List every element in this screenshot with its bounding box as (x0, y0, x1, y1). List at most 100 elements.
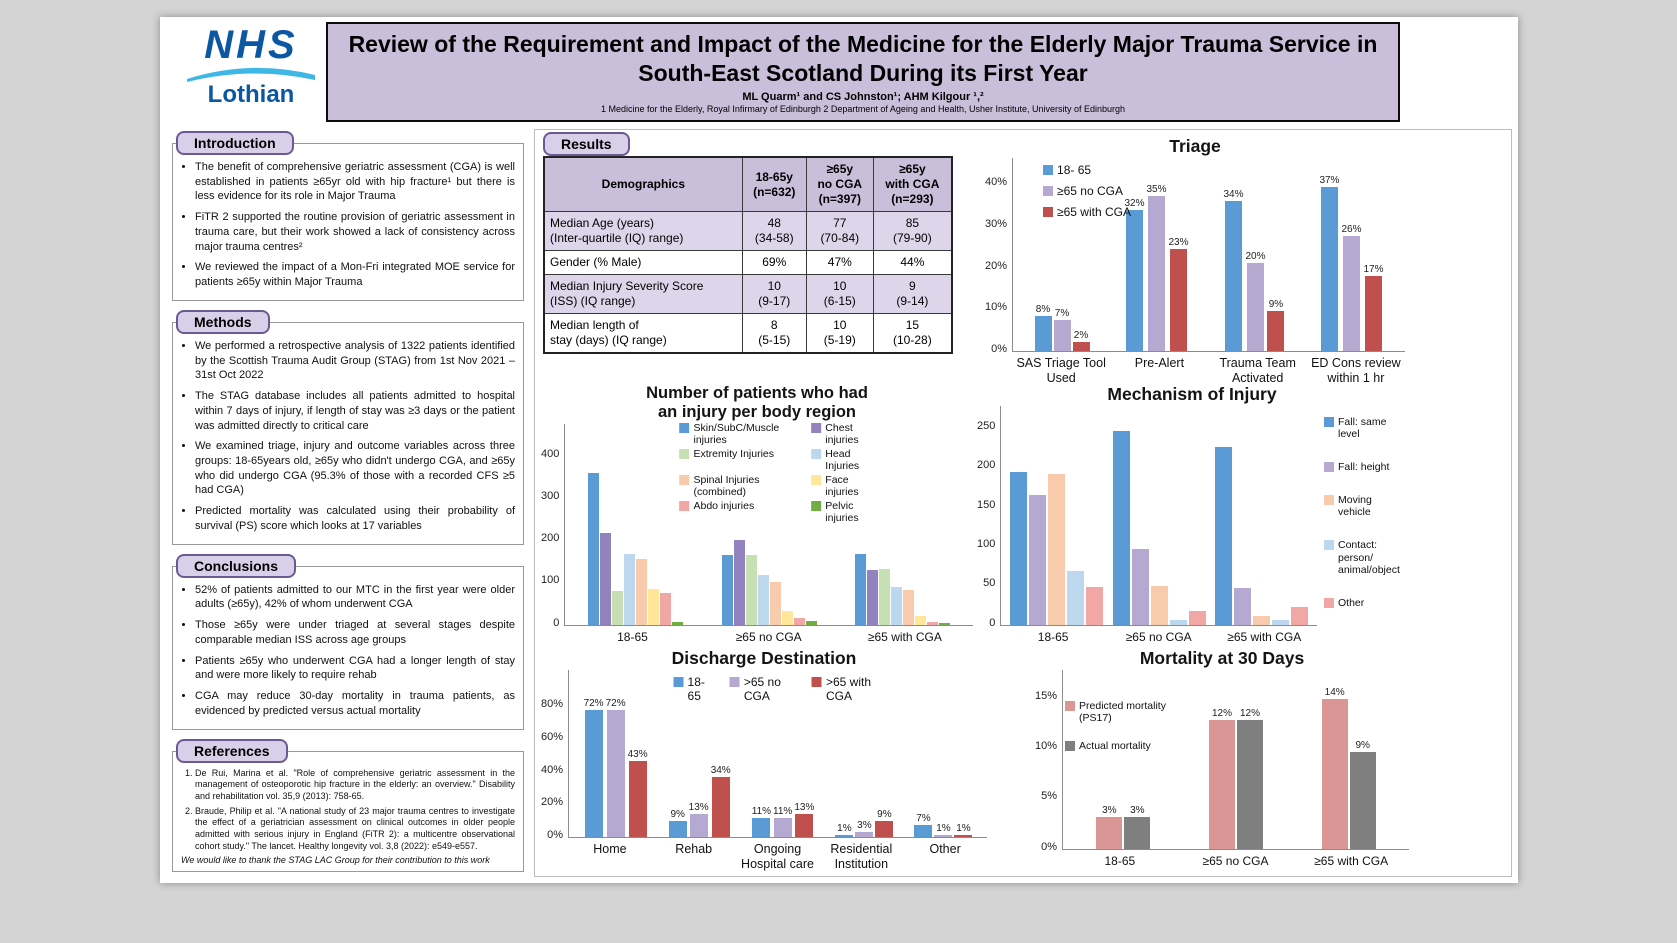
triage-chart: Triage 40% 30% 20% 10% 0% 8% 7% 2% 32% 35% 23% 34% 20… (985, 136, 1405, 386)
x-category-label: Rehab (675, 842, 713, 856)
bar-slot: 9% (668, 696, 687, 837)
bar-value-label: 35% (1146, 184, 1167, 196)
table-row: Median Age (years) (Inter-quartile (IQ) … (543, 211, 953, 251)
legend-swatch (811, 449, 822, 460)
bar-slot: 1% (954, 696, 973, 837)
legend-label: 18- 65 (687, 675, 705, 703)
references-heading: References (176, 738, 288, 763)
injury-legend: Skin/SubC/Muscle injuries Chest injuries E… (679, 422, 875, 525)
bar (954, 835, 973, 837)
bar (711, 777, 730, 837)
cell-value: 47% (805, 250, 874, 275)
mechanism-x-labels: 18-65 ≥65 no CGA ≥65 with CGA (1000, 626, 1317, 644)
y-tick-label: 5% (1041, 790, 1058, 803)
bar-slot: 3% (1124, 688, 1151, 849)
y-tick-label: 400 (541, 447, 560, 460)
bar-slot (890, 446, 902, 625)
bar (752, 817, 771, 837)
nhs-logo-text: NHS (204, 23, 298, 67)
legend-item: Face injuries (811, 474, 875, 498)
bar-slot: 32% (1124, 174, 1144, 351)
bar (1272, 620, 1290, 625)
bar-slot (769, 446, 781, 625)
bar (606, 710, 625, 837)
bar-slot: 20% (1245, 174, 1265, 351)
y-tick-label: 30% (985, 217, 1008, 230)
bar-value-label: 34% (710, 765, 731, 777)
mortality-x-labels: 18-65 ≥65 no CGA ≥65 with CGA (1062, 850, 1409, 868)
bar (934, 835, 953, 837)
y-tick-label: 20% (985, 259, 1008, 272)
bar (914, 615, 926, 625)
bullet: We reviewed the impact of a Mon-Fri inte… (195, 260, 515, 289)
bar (1048, 474, 1066, 625)
bar-slot: 37% (1319, 174, 1339, 351)
bar (1291, 607, 1309, 625)
legend-label: >65 with CGA (825, 675, 872, 703)
y-tick-label: 200 (977, 459, 996, 472)
introduction-heading: Introduction (176, 131, 294, 155)
triage-grid: 40% 30% 20% 10% 0% 8% 7% 2% 32% 35% 23% 34% 20% 9% 37%… (985, 158, 1405, 386)
legend-item: Actual mortality (1065, 740, 1166, 752)
mechanism-group (1215, 418, 1309, 625)
bar-slot: 35% (1146, 174, 1166, 351)
legend-item: Abdo injuries (679, 500, 795, 524)
bar-slot (793, 446, 805, 625)
bar-slot: 2% (1072, 174, 1090, 351)
bar-slot (854, 446, 866, 625)
results-heading: Results (543, 132, 630, 156)
y-tick-label: 250 (977, 420, 996, 433)
legend-label: Fall: same level (1338, 416, 1387, 441)
bar (1224, 200, 1242, 351)
legend-item: Fall: same level (1324, 416, 1407, 440)
bar (668, 821, 687, 837)
results-area: Results Demographics 18-65y (n=632) ≥65y… (534, 129, 1512, 877)
y-tick-label: 0 (989, 616, 996, 629)
legend-item: ≥65 no CGA (1043, 184, 1131, 199)
methods-bullets: We performed a retrospective analysis of… (179, 339, 515, 534)
bullet: 52% of patients admitted to our MTC in t… (195, 583, 515, 612)
bar-value-label: 37% (1319, 175, 1340, 187)
references-panel: De Rui, Marina et al. "Role of comprehen… (172, 750, 524, 873)
methods-heading: Methods (176, 309, 270, 334)
mechanism-title: Mechanism of Injury (1107, 384, 1277, 404)
discharge-y-axis: 80% 60% 40% 20% 0% (541, 670, 568, 841)
injury-group (854, 446, 950, 625)
references-section: References De Rui, Marina et al. "Role o… (172, 738, 524, 873)
table-row: Median length of stay (days) (IQ range) … (543, 313, 953, 354)
x-category-label: 18-65 (617, 629, 648, 644)
bar (805, 621, 817, 625)
bar-value-label: 72% (583, 698, 604, 710)
legend-swatch (811, 422, 822, 433)
bar-value-label: 3% (1130, 804, 1145, 816)
legend-swatch (1324, 495, 1334, 506)
x-category-label: ≥65 no CGA (735, 629, 802, 644)
bar (1188, 610, 1206, 625)
bar (600, 533, 612, 625)
legend-label: Predicted mortality (PS17) (1079, 700, 1166, 725)
discharge-plot-area: 72% 72% 43% 9% 13% 34% 11% 11% 13% 1% 3% 9% 7% 1% 1% 18… (568, 670, 987, 838)
discharge-grid: 80% 60% 40% 20% 0% 72% 72% 43% 9% 13% 34% 11% 11% 13%… (541, 670, 987, 872)
legend-swatch (811, 501, 822, 512)
discharge-x-labels: Home Rehab Ongoing Hospital care Residentia… (568, 838, 987, 872)
bar-slot: 12% (1237, 688, 1264, 849)
legend-item: Chest injuries (811, 422, 875, 446)
x-category-label: 18-65 (1037, 629, 1069, 644)
y-tick-label: 0% (1041, 840, 1058, 853)
x-category-label: Pre-Alert (1134, 356, 1185, 370)
legend-label: Contact: person/ animal/object (1338, 539, 1400, 576)
bar (1147, 196, 1165, 351)
bar-value-label: 1% (837, 823, 852, 835)
bar (1034, 315, 1052, 351)
bar (1169, 249, 1187, 351)
cell-value: 8 (5-15) (741, 313, 807, 354)
methods-panel: We performed a retrospective analysis of… (172, 321, 524, 545)
mortality-30-days-chart: Mortality at 30 Days 15% 10% 5% 0% 3% 3% 12% 12%… (1035, 648, 1409, 868)
legend-label: Face injuries (825, 474, 859, 499)
legend-label: 18- 65 (1057, 163, 1092, 178)
bar-value-label: 43% (627, 749, 648, 761)
bar-value-label: 9% (1355, 740, 1370, 752)
title-box: Review of the Requirement and Impact of … (326, 22, 1400, 122)
mortality-title: Mortality at 30 Days (1139, 648, 1305, 668)
x-category-label: ≥65 with CGA (1314, 853, 1389, 868)
